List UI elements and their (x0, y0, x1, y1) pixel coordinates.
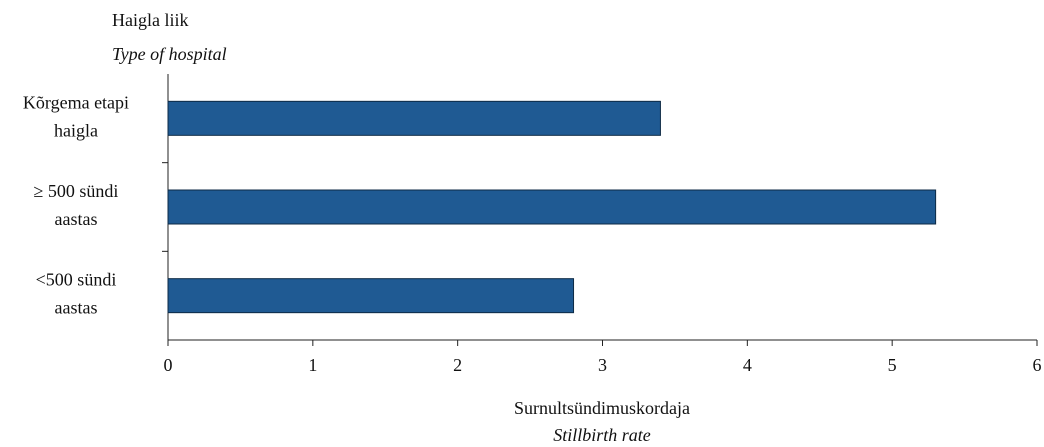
x-tick-label: 3 (598, 355, 607, 375)
y-tick-label: <500 sündi aastas (36, 270, 117, 318)
y-tick-label-line: <500 sündi (36, 270, 117, 290)
x-tick-label: 5 (888, 355, 897, 375)
x-tick-label: 4 (743, 355, 752, 375)
x-axis-title: Surnultsündimuskordaja (514, 398, 690, 418)
bar (167, 189, 937, 225)
y-tick-label-line: Kõrgema etapi (23, 92, 129, 112)
x-tick-label: 0 (164, 355, 173, 375)
y-axis-subtitle: Type of hospital (112, 44, 227, 64)
x-tick-label: 6 (1033, 355, 1042, 375)
bar (167, 278, 575, 314)
y-tick-label-line: ≥ 500 sündi (34, 181, 119, 201)
y-axis-title: Haigla liik (112, 10, 188, 30)
y-tick-label-line: haigla (54, 120, 98, 140)
y-tick-label: ≥ 500 sündi aastas (34, 181, 119, 229)
y-tick-label-line: aastas (55, 209, 98, 229)
x-tick-label: 2 (453, 355, 462, 375)
y-tick-label-line: aastas (55, 298, 98, 318)
x-tick-label: 1 (308, 355, 317, 375)
bar (167, 100, 661, 136)
x-axis-subtitle: Stillbirth rate (553, 425, 651, 445)
y-tick-label: Kõrgema etapi haigla (23, 92, 129, 140)
